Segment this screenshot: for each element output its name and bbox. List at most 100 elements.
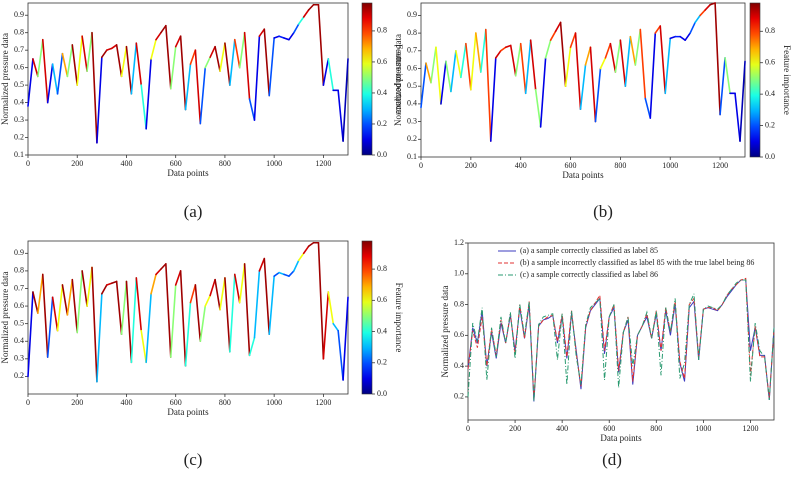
y-tick-label: 0.2	[14, 371, 24, 380]
line-segment	[101, 49, 108, 58]
y-tick-label: 0.6	[454, 330, 464, 339]
line-segment	[66, 44, 74, 78]
line-segment	[445, 60, 452, 93]
line-segment	[194, 284, 202, 343]
line-segment	[81, 35, 88, 72]
line-segment	[209, 278, 216, 297]
line-segment	[169, 284, 177, 358]
line-segment	[288, 270, 295, 277]
line-segment	[589, 46, 597, 123]
line-segment	[504, 44, 512, 49]
colorbar-tick-label: 0.0	[377, 150, 387, 159]
line-segment	[480, 28, 487, 73]
line-segment	[179, 270, 187, 367]
y-axis-label: Normalized pressure data	[0, 33, 10, 125]
line-segment	[219, 277, 226, 311]
y-tick-label: 0.1	[407, 152, 417, 161]
x-tick-label: 800	[650, 424, 662, 433]
line-segment	[534, 88, 542, 128]
line-segment	[297, 16, 305, 25]
line-segment	[614, 39, 622, 73]
y-tick-label: 0.4	[407, 99, 417, 108]
x-tick-label: 0	[26, 398, 30, 407]
line-segment	[273, 35, 280, 39]
line-segment	[96, 292, 103, 383]
line-segment	[302, 9, 310, 18]
line-segment	[56, 52, 64, 95]
line-segment	[140, 329, 147, 364]
line-segment	[145, 58, 152, 130]
line-segment	[435, 46, 442, 105]
line-segment	[199, 66, 207, 125]
line-segment	[689, 21, 696, 34]
x-tick-label: 200	[509, 424, 521, 433]
y-tick-label: 0.6	[14, 301, 24, 310]
line-segment	[130, 42, 138, 95]
caption: (c)	[184, 450, 203, 469]
line-segment	[238, 31, 246, 69]
y-tick-label: 0.3	[407, 116, 417, 125]
x-tick-label: 1000	[266, 159, 282, 168]
colorbar-tick-label: 0.4	[377, 88, 387, 97]
colorbar-tick-label: 0.2	[765, 120, 775, 129]
x-axis-label: Data points	[562, 170, 604, 180]
line-segment	[263, 28, 271, 97]
x-tick-label: 1200	[315, 398, 331, 407]
line-segment	[174, 270, 182, 286]
line-segment	[155, 31, 162, 41]
x-tick-label: 600	[603, 424, 615, 433]
line-segment	[46, 296, 54, 358]
line-segment	[549, 30, 557, 41]
line-segment	[160, 24, 167, 34]
line-segment	[704, 3, 711, 11]
line-segment	[32, 58, 39, 78]
line-segment	[470, 32, 477, 91]
line-segment	[253, 270, 261, 339]
line-segment	[529, 39, 537, 91]
y-tick-label: 0.1	[14, 150, 24, 159]
line-segment	[639, 28, 647, 100]
line-segment	[165, 263, 172, 358]
y-tick-label: 0.4	[14, 97, 24, 106]
line-segment	[739, 60, 746, 142]
line-segment	[714, 2, 721, 116]
y-tick-label: 0.4	[14, 336, 24, 345]
line-segment	[659, 25, 667, 95]
line-segment	[564, 46, 572, 87]
line-segment	[283, 273, 290, 277]
colorbar	[361, 2, 373, 156]
y-tick-label: 0.7	[407, 46, 417, 55]
line-segment	[734, 92, 741, 142]
y-tick-label: 0.8	[14, 28, 24, 37]
line-segment	[624, 35, 632, 87]
line-segment	[229, 273, 236, 353]
line-segment	[327, 58, 335, 92]
line-segment	[599, 57, 607, 70]
line-segment	[174, 35, 182, 48]
x-tick-label: 800	[614, 161, 626, 170]
line-segment	[460, 42, 467, 79]
x-tick-label: 0	[26, 159, 30, 168]
line-segment	[559, 21, 567, 87]
line-segment	[475, 32, 482, 73]
line-segment	[709, 2, 716, 6]
line-segment	[160, 263, 167, 270]
line-segment	[644, 97, 652, 119]
line-segment	[455, 49, 462, 79]
line-segment	[91, 31, 98, 144]
line-segment	[150, 38, 157, 60]
line-segment	[120, 280, 128, 336]
line-segment	[494, 49, 502, 59]
line-segment	[130, 277, 138, 364]
line-segment	[41, 273, 49, 358]
colorbar-tick-label: 0.4	[765, 89, 775, 98]
line-segment	[253, 35, 261, 121]
line-segment	[209, 45, 216, 58]
x-tick-label: 600	[170, 398, 182, 407]
x-tick-label: 1000	[266, 398, 282, 407]
line-segment	[27, 58, 34, 107]
line-segment	[544, 39, 552, 59]
y-tick-label: 0.3	[14, 354, 24, 363]
x-axis-label: Data points	[167, 407, 209, 417]
colorbar-label: Feature importance	[394, 44, 404, 114]
